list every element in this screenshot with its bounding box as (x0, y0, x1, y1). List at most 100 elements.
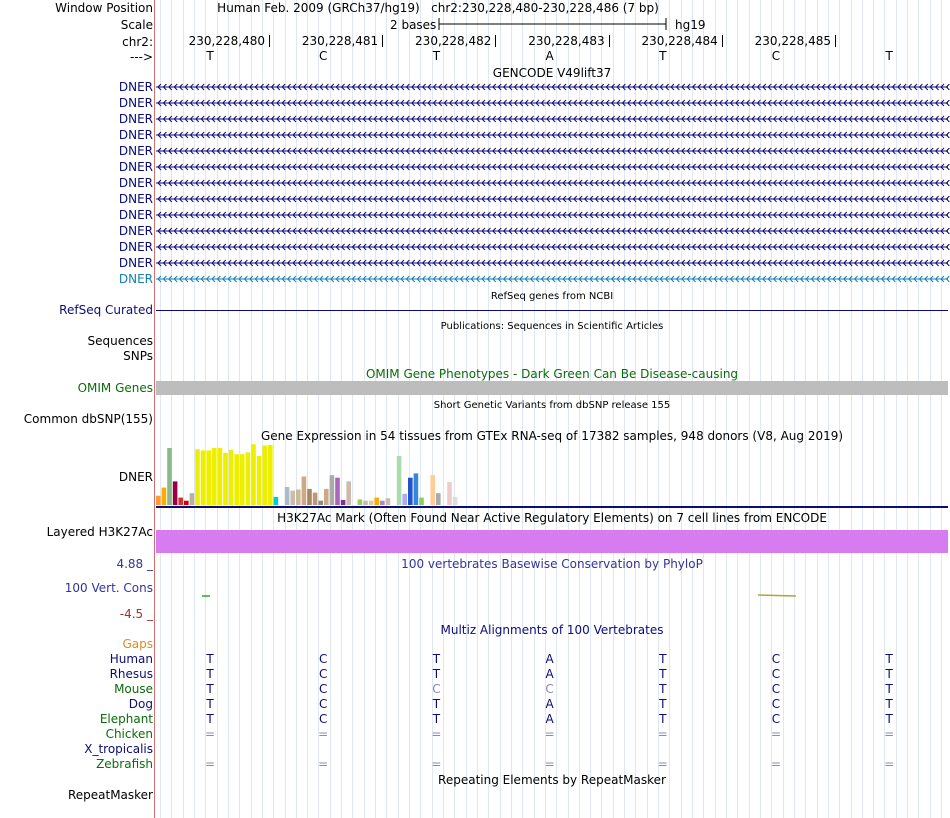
gtex-tissue-bar[interactable] (284, 487, 290, 505)
gtex-tissue-bar[interactable] (161, 487, 167, 505)
gtex-tissue-bar[interactable] (156, 495, 161, 505)
gtex-tissue-bar[interactable] (212, 448, 217, 505)
gencode-transcript-line[interactable] (156, 162, 950, 172)
gencode-transcript-label[interactable]: DNER (118, 96, 153, 110)
gencode-transcript-label[interactable]: DNER (118, 224, 153, 238)
repeatmasker-label[interactable]: RepeatMasker (67, 788, 153, 802)
gtex-bar-chart[interactable] (156, 443, 948, 509)
omim-bar[interactable] (156, 381, 948, 395)
species-label[interactable]: Chicken (105, 727, 153, 741)
gencode-transcript-line[interactable] (156, 258, 950, 268)
gencode-transcript-line[interactable] (156, 146, 950, 156)
refseq-label[interactable]: RefSeq Curated (59, 303, 153, 317)
gencode-transcript-label[interactable]: DNER (118, 144, 153, 158)
species-label[interactable]: Mouse (114, 682, 153, 696)
gtex-tissue-bar[interactable] (346, 481, 351, 505)
gtex-tissue-bar[interactable] (324, 488, 329, 505)
gtex-tissue-bar[interactable] (374, 497, 379, 505)
gencode-transcript-line[interactable] (156, 226, 950, 236)
assembly-title[interactable]: Human Feb. 2009 (GRCh37/hg19) chr2:230,2… (217, 1, 659, 15)
gtex-tissue-bar[interactable] (419, 497, 424, 505)
gencode-transcript-line[interactable] (156, 178, 950, 188)
gtex-tissue-bar[interactable] (167, 448, 172, 505)
gencode-transcript-line[interactable] (156, 194, 950, 204)
gencode-transcript-label[interactable]: DNER (118, 112, 153, 126)
gencode-transcript-line[interactable] (156, 210, 950, 220)
gencode-transcript-line[interactable] (156, 114, 950, 124)
gtex-tissue-bar[interactable] (195, 449, 200, 505)
gencode-transcript-label[interactable]: DNER (118, 272, 153, 286)
gtex-tissue-bar[interactable] (357, 499, 363, 505)
gtex-tissue-bar[interactable] (312, 492, 318, 505)
species-label[interactable]: Elephant (99, 712, 153, 726)
gtex-tissue-bar[interactable] (385, 498, 391, 505)
gtex-tissue-bar[interactable] (256, 456, 262, 505)
gtex-tissue-bar[interactable] (178, 497, 183, 505)
gtex-tissue-bar[interactable] (413, 473, 419, 505)
gtex-tissue-bar[interactable] (363, 500, 368, 505)
gtex-tissue-bar[interactable] (340, 500, 346, 505)
gtex-tissue-bar[interactable] (273, 496, 279, 505)
alignment-base: T (659, 712, 667, 726)
gtex-tissue-bar[interactable] (368, 500, 374, 505)
gtex-tissue-bar[interactable] (262, 445, 267, 506)
gtex-tissue-bar[interactable] (223, 452, 228, 505)
gtex-tissue-bar[interactable] (447, 482, 452, 505)
gtex-tissue-bar[interactable] (318, 500, 323, 505)
gtex-tissue-bar[interactable] (172, 481, 178, 505)
gencode-transcript-line[interactable] (156, 98, 950, 108)
species-label[interactable]: Dog (128, 697, 153, 711)
h3k27ac-label[interactable]: Layered H3K27Ac (46, 525, 153, 539)
sequences-label[interactable]: Sequences (87, 334, 153, 348)
gencode-transcript-label[interactable]: DNER (118, 192, 153, 206)
gtex-tissue-bar[interactable] (402, 493, 407, 505)
gtex-tissue-bar[interactable] (189, 493, 195, 505)
gtex-tissue-bar[interactable] (430, 475, 435, 505)
gtex-tissue-bar[interactable] (184, 500, 189, 505)
species-label[interactable]: Zebrafish (96, 757, 153, 771)
gencode-transcript-line[interactable] (156, 242, 950, 252)
gencode-transcript-label[interactable]: DNER (118, 80, 153, 94)
h3k27ac-signal[interactable] (156, 530, 948, 553)
gtex-label[interactable]: DNER (118, 470, 153, 484)
gencode-transcript-label[interactable]: DNER (118, 128, 153, 142)
gencode-transcript-label[interactable]: DNER (118, 160, 153, 174)
refseq-gene-line[interactable] (156, 310, 948, 311)
gtex-tissue-bar[interactable] (200, 450, 206, 505)
gtex-tissue-bar[interactable] (296, 489, 301, 506)
gtex-tissue-bar[interactable] (301, 476, 307, 506)
gencode-transcript-line[interactable] (156, 82, 950, 92)
gtex-tissue-bar[interactable] (408, 477, 413, 505)
phylop-label[interactable]: 100 Vert. Cons (64, 581, 153, 595)
dbsnp-label[interactable]: Common dbSNP(155) (23, 412, 153, 426)
species-label[interactable]: X_tropicalis (84, 742, 153, 756)
snps-label[interactable]: SNPs (123, 349, 153, 363)
phylop-signal[interactable] (156, 590, 948, 602)
gtex-tissue-bar[interactable] (452, 496, 458, 505)
gtex-tissue-bar[interactable] (380, 500, 385, 505)
gtex-tissue-bar[interactable] (251, 444, 256, 505)
gencode-transcript-label[interactable]: DNER (118, 208, 153, 222)
gencode-transcript-line[interactable] (156, 274, 950, 284)
gtex-tissue-bar[interactable] (240, 454, 245, 505)
species-label[interactable]: Rhesus (109, 667, 153, 681)
gencode-transcript-label[interactable]: DNER (118, 176, 153, 190)
gtex-tissue-bar[interactable] (307, 488, 312, 505)
omim-label[interactable]: OMIM Genes (77, 381, 153, 395)
gtex-tissue-bar[interactable] (245, 452, 251, 505)
gencode-transcript-label[interactable]: DNER (118, 240, 153, 254)
gtex-tissue-bar[interactable] (234, 454, 239, 505)
gaps-label[interactable]: Gaps (122, 637, 153, 651)
gtex-tissue-bar[interactable] (329, 475, 335, 505)
gtex-tissue-bar[interactable] (228, 449, 234, 505)
gtex-tissue-bar[interactable] (268, 444, 273, 505)
gencode-transcript-line[interactable] (156, 130, 950, 140)
species-label[interactable]: Human (109, 652, 153, 666)
gtex-tissue-bar[interactable] (335, 477, 340, 505)
gtex-tissue-bar[interactable] (206, 450, 211, 505)
gtex-tissue-bar[interactable] (396, 456, 402, 505)
gtex-tissue-bar[interactable] (290, 490, 295, 505)
gtex-tissue-bar[interactable] (436, 493, 441, 505)
gtex-tissue-bar[interactable] (217, 448, 223, 505)
gencode-transcript-label[interactable]: DNER (118, 256, 153, 270)
